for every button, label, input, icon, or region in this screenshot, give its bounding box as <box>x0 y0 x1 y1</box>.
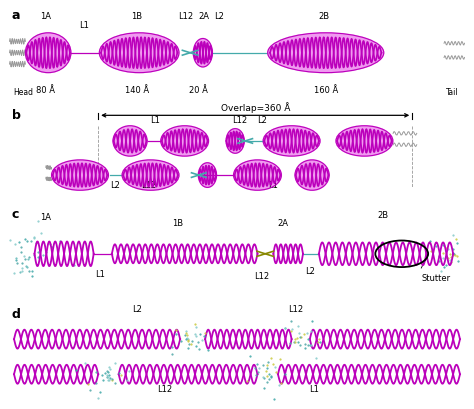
Text: L12: L12 <box>178 11 193 20</box>
Text: Head: Head <box>13 88 33 97</box>
Text: L2: L2 <box>257 116 267 125</box>
Text: 80 Å: 80 Å <box>36 86 55 95</box>
Text: L12: L12 <box>255 272 270 281</box>
Text: 2B: 2B <box>318 11 329 20</box>
Text: d: d <box>12 307 21 320</box>
Ellipse shape <box>336 126 393 157</box>
Ellipse shape <box>226 129 244 154</box>
Text: L1: L1 <box>80 21 90 30</box>
Text: L2: L2 <box>214 11 224 20</box>
Ellipse shape <box>161 126 209 157</box>
Ellipse shape <box>268 34 384 74</box>
Text: 160 Å: 160 Å <box>314 86 338 95</box>
Ellipse shape <box>52 160 109 191</box>
Ellipse shape <box>113 126 147 157</box>
Text: Tail: Tail <box>447 88 459 97</box>
Ellipse shape <box>193 39 212 68</box>
Text: L2: L2 <box>305 266 315 275</box>
Text: 20 Å: 20 Å <box>189 86 208 95</box>
Text: 2A: 2A <box>198 11 210 20</box>
Text: 2B: 2B <box>377 210 388 219</box>
Ellipse shape <box>263 126 320 157</box>
Ellipse shape <box>26 34 71 74</box>
Ellipse shape <box>234 160 282 191</box>
Text: L12: L12 <box>289 304 304 313</box>
Text: c: c <box>12 208 19 221</box>
Text: 1A: 1A <box>40 11 51 20</box>
Text: L1: L1 <box>310 384 319 393</box>
Text: L1: L1 <box>268 181 278 190</box>
Text: L12: L12 <box>232 116 247 125</box>
Text: L1: L1 <box>96 269 105 278</box>
Text: L2: L2 <box>132 304 142 313</box>
Text: 140 Å: 140 Å <box>125 86 149 95</box>
Ellipse shape <box>198 163 217 188</box>
Text: L12: L12 <box>141 181 156 190</box>
Ellipse shape <box>100 34 179 74</box>
Text: 1B: 1B <box>172 219 183 228</box>
Text: Stutter: Stutter <box>421 273 450 282</box>
Text: Overlap=360 Å: Overlap=360 Å <box>220 102 290 113</box>
Text: 2A: 2A <box>277 219 288 228</box>
Text: L12: L12 <box>156 384 172 393</box>
Ellipse shape <box>122 160 179 191</box>
Text: L1: L1 <box>150 116 160 125</box>
Text: 1A: 1A <box>40 212 51 221</box>
Text: b: b <box>12 108 21 121</box>
Text: a: a <box>12 9 20 22</box>
Text: L2: L2 <box>110 181 120 190</box>
Ellipse shape <box>295 160 329 191</box>
Text: 1B: 1B <box>131 11 143 20</box>
